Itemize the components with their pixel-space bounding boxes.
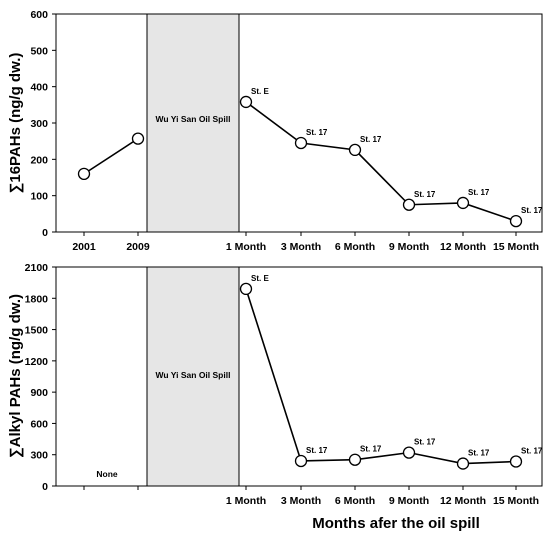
y-tick-label: 0 [42, 481, 48, 493]
spill-label: Wu Yi San Oil Spill [156, 370, 231, 380]
data-point [294, 136, 308, 150]
plot-frame [55, 13, 543, 233]
point-annotation: St. 17 [468, 449, 490, 458]
data-point [131, 132, 145, 145]
data-point [456, 196, 470, 210]
point-annotation: St. 17 [414, 190, 436, 199]
data-point [402, 198, 416, 211]
x-tick-label: 6 Month [335, 495, 375, 507]
series-line [83, 137, 139, 175]
x-tick-label: 12 Month [440, 495, 486, 507]
data-point [239, 95, 253, 109]
x-tick-label: 3 Month [281, 241, 321, 253]
point-annotation: St. E [251, 87, 269, 96]
no-data-label: None [96, 469, 118, 479]
chart-sum16-pahs: Wu Yi San Oil Spill 0 100 200 300 400 500 600 20… [7, 9, 543, 253]
x-tick-label: 15 Month [493, 241, 539, 253]
x-tick-label: 15 Month [493, 495, 539, 507]
x-tick-label: 6 Month [335, 241, 375, 253]
x-tick-label: 9 Month [389, 241, 429, 253]
series-line [245, 288, 517, 465]
y-tick-label: 600 [30, 9, 48, 21]
x-tick-label: 3 Month [281, 495, 321, 507]
data-point [294, 454, 308, 468]
point-annotation: St. 17 [414, 438, 436, 447]
y-tick-label: 400 [30, 82, 48, 94]
y-tick-label: 100 [30, 191, 48, 203]
y-tick-label: 300 [30, 118, 48, 130]
x-tick-label: 1 Month [226, 241, 266, 253]
x-tick-label: 9 Month [389, 495, 429, 507]
y-tick-label: 1500 [25, 325, 49, 337]
data-point [348, 143, 362, 157]
point-annotation: St. 17 [468, 188, 490, 197]
point-annotation: St. 17 [306, 446, 328, 455]
y-tick-label: 1200 [25, 356, 49, 368]
spill-band [146, 13, 240, 233]
y-axis-label: ∑16PAHs (ng/g dw.) [7, 53, 24, 194]
y-tick-label: 0 [42, 227, 48, 239]
spill-label: Wu Yi San Oil Spill [156, 114, 231, 124]
y-tick-label: 1800 [25, 293, 49, 305]
plot-frame [55, 266, 543, 487]
data-point [77, 167, 91, 181]
y-tick-label: 500 [30, 45, 48, 57]
data-point [348, 453, 362, 466]
point-annotation: St. 17 [521, 206, 543, 215]
point-annotation: St. 17 [360, 135, 382, 144]
data-point [509, 455, 523, 468]
point-annotation: St. E [251, 274, 269, 283]
data-point [509, 214, 523, 228]
point-annotation: St. 17 [360, 445, 382, 454]
y-tick-label: 200 [30, 154, 48, 166]
point-annotation: St. 17 [306, 128, 328, 137]
y-tick-label: 2100 [25, 262, 49, 274]
chart-alkyl-pahs: Wu Yi San Oil Spill 0 300 600 900 1200 1500 180… [7, 262, 543, 507]
x-tick-label: 12 Month [440, 241, 486, 253]
x-tick-label: 2009 [126, 241, 150, 253]
data-point [239, 282, 253, 296]
spill-band [146, 266, 240, 487]
x-tick-label: 1 Month [226, 495, 266, 507]
y-tick-label: 300 [30, 450, 48, 462]
y-tick-label: 600 [30, 418, 48, 430]
x-axis-title: Months afer the oil spill [312, 515, 480, 532]
data-point [402, 446, 416, 459]
y-tick-label: 900 [30, 387, 48, 399]
y-axis-label: ∑Alkyl PAHs (ng/g dw.) [7, 294, 24, 458]
data-point [456, 457, 470, 470]
series-line [245, 101, 517, 222]
point-annotation: St. 17 [521, 446, 543, 455]
x-tick-label: 2001 [72, 241, 96, 253]
